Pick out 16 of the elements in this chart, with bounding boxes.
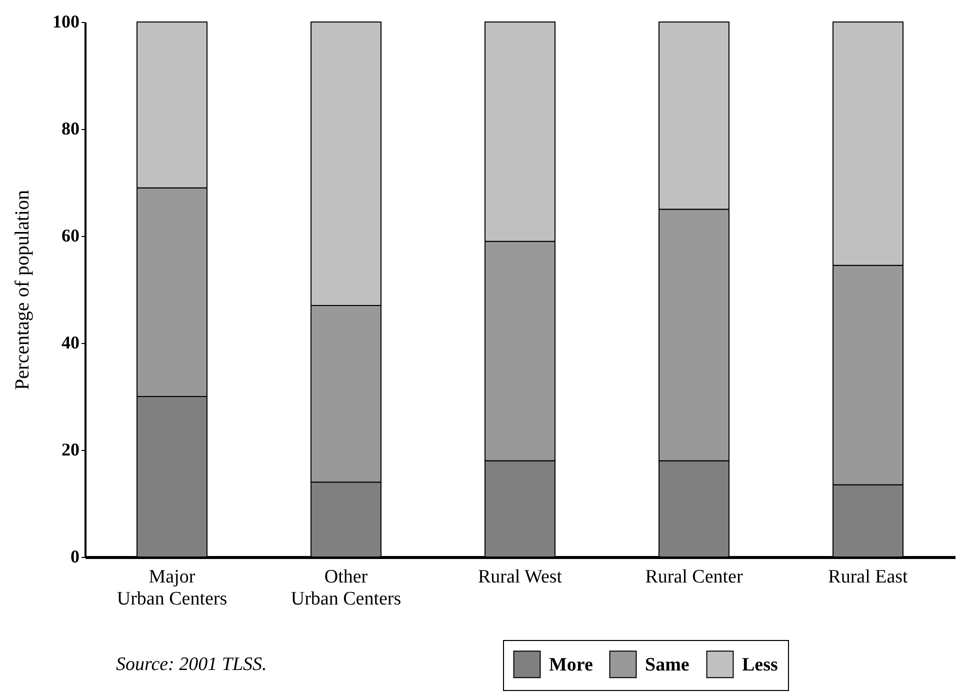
x-tick-label: Major Urban Centers <box>116 566 228 610</box>
x-tick-label: Rural Center <box>645 566 744 588</box>
x-tick-label: Rural East <box>828 566 909 588</box>
y-tick-label: 40 <box>62 332 80 352</box>
y-tick-label: 20 <box>62 440 80 460</box>
y-axis-title: Percentage of population <box>12 190 34 390</box>
y-tick-label: 0 <box>70 546 80 566</box>
x-tick-label: Other Urban Centers <box>290 566 402 610</box>
source-note: Source: 2001 TLSS. <box>116 654 267 676</box>
y-tick-label: 60 <box>62 226 80 246</box>
legend-label: Same <box>645 654 690 676</box>
y-tick-label: 100 <box>52 12 80 32</box>
y-tick-label: 80 <box>62 118 80 138</box>
x-tick-label: Rural West <box>478 566 563 588</box>
legend-label: Less <box>742 654 778 676</box>
legend-label: More <box>549 654 593 676</box>
